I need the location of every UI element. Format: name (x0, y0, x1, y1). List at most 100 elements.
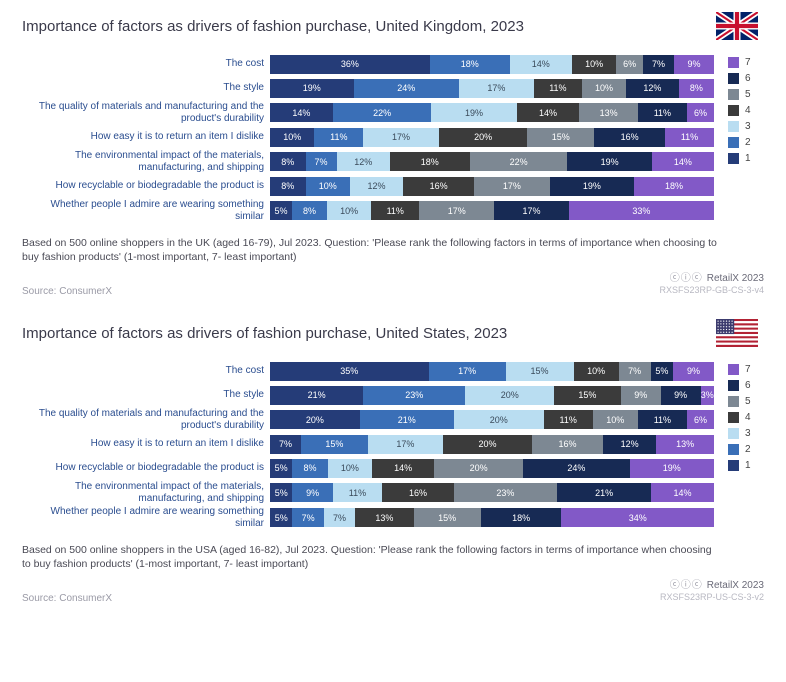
bar-segment: 13% (656, 435, 714, 454)
row-label: The style (22, 389, 270, 401)
bar-segment: 23% (454, 483, 557, 502)
row-label: The environmental impact of the material… (22, 150, 270, 173)
legend-swatch (728, 412, 739, 423)
row-label: The cost (22, 365, 270, 377)
legend-item: 4 (728, 105, 764, 116)
legend-swatch (728, 105, 739, 116)
legend-item: 1 (728, 460, 764, 471)
stacked-bar: 7%15%17%20%16%12%13% (270, 435, 714, 454)
bar-segment: 33% (569, 201, 714, 220)
legend-swatch (728, 428, 739, 439)
stacked-bar: 35%17%15%10%7%5%9% (270, 362, 714, 381)
cc-icon: ⓒⓘⓒ (670, 579, 703, 592)
bar-segment: 14% (651, 483, 714, 502)
legend-swatch (728, 89, 739, 100)
chart-row: The cost36%18%14%10%6%7%9% (22, 53, 714, 75)
row-label: The quality of materials and manufacturi… (22, 408, 270, 431)
attribution: ⓒⓘⓒRetailX 2023RXSFS23RP-GB-CS-3-v4 (659, 272, 764, 297)
legend-item: 4 (728, 412, 764, 423)
bar-segment: 17% (474, 177, 549, 196)
attribution: ⓒⓘⓒRetailX 2023RXSFS23RP-US-CS-3-v2 (660, 579, 764, 604)
bar-segment: 18% (430, 55, 510, 74)
bar-segment: 11% (638, 410, 687, 429)
bar-segment: 19% (431, 103, 516, 122)
legend-label: 3 (745, 121, 751, 132)
legend-label: 1 (745, 153, 751, 164)
bar-segment: 18% (481, 508, 562, 527)
bar-segment: 11% (665, 128, 714, 147)
legend-label: 4 (745, 412, 751, 423)
bar-segment: 19% (550, 177, 634, 196)
chart-body: The cost35%17%15%10%7%5%9%The style21%23… (22, 360, 764, 531)
bar-segment: 10% (574, 362, 619, 381)
source-label: Source: ConsumerX (22, 286, 112, 297)
bar-segment: 19% (630, 459, 714, 478)
uk-flag-icon (716, 12, 758, 40)
legend-label: 7 (745, 57, 751, 68)
bar-segment: 16% (403, 177, 474, 196)
legend-label: 5 (745, 396, 751, 407)
legend-item: 7 (728, 57, 764, 68)
bar-segment: 24% (354, 79, 460, 98)
bar-segment: 20% (454, 410, 544, 429)
bar-segment: 17% (368, 435, 443, 454)
rows-area: The cost36%18%14%10%6%7%9%The style19%24… (22, 53, 714, 224)
bar-segment: 7% (619, 362, 651, 381)
bar-segment: 6% (687, 103, 714, 122)
stacked-bar: 8%7%12%18%22%19%14% (270, 152, 714, 171)
legend-item: 5 (728, 396, 764, 407)
chart-row: How easy it is to return an item I disli… (22, 126, 714, 148)
legend-label: 5 (745, 89, 751, 100)
bar-segment: 17% (419, 201, 494, 220)
bar-segment: 14% (652, 152, 714, 171)
bar-segment: 11% (333, 483, 382, 502)
bar-segment: 7% (324, 508, 355, 527)
bar-segment: 11% (314, 128, 363, 147)
chart-row: How easy it is to return an item I disli… (22, 433, 714, 455)
bar-segment: 16% (594, 128, 665, 147)
bar-segment: 13% (355, 508, 413, 527)
row-label: Whether people I admire are wearing some… (22, 506, 270, 529)
bar-segment: 18% (390, 152, 470, 171)
chart-row: The cost35%17%15%10%7%5%9% (22, 360, 714, 382)
bar-segment: 5% (270, 508, 292, 527)
legend-item: 2 (728, 444, 764, 455)
bar-segment: 17% (363, 128, 438, 147)
footnote: Based on 500 online shoppers in the USA … (22, 543, 722, 571)
bar-segment: 5% (270, 201, 292, 220)
legend-item: 5 (728, 89, 764, 100)
bar-segment: 10% (582, 79, 626, 98)
brand-label: RetailX 2023 (707, 273, 764, 284)
legend-label: 6 (745, 73, 751, 84)
bar-segment: 15% (414, 508, 481, 527)
rows-area: The cost35%17%15%10%7%5%9%The style21%23… (22, 360, 714, 531)
bar-segment: 34% (561, 508, 713, 527)
bar-segment: 10% (306, 177, 350, 196)
chart-row: The environmental impact of the material… (22, 481, 714, 504)
row-label: The cost (22, 58, 270, 70)
chart-row: How recyclable or biodegradable the prod… (22, 175, 714, 197)
legend-item: 6 (728, 73, 764, 84)
bar-segment: 9% (621, 386, 661, 405)
legend-label: 6 (745, 380, 751, 391)
bar-segment: 11% (371, 201, 419, 220)
chart-body: The cost36%18%14%10%6%7%9%The style19%24… (22, 53, 764, 224)
stacked-bar: 10%11%17%20%15%16%11% (270, 128, 714, 147)
bar-segment: 6% (687, 410, 714, 429)
legend-swatch (728, 121, 739, 132)
stacked-bar: 5%9%11%16%23%21%14% (270, 483, 714, 502)
bar-segment: 19% (270, 79, 354, 98)
chart-row: Whether people I admire are wearing some… (22, 506, 714, 529)
bar-segment: 13% (579, 103, 637, 122)
chart-panel: Importance of factors as drivers of fash… (0, 0, 786, 307)
bar-segment: 15% (554, 386, 621, 405)
bar-segment: 5% (651, 362, 674, 381)
stacked-bar: 5%8%10%14%20%24%19% (270, 459, 714, 478)
chart-row: The style19%24%17%11%10%12%8% (22, 77, 714, 99)
bar-segment: 14% (270, 103, 333, 122)
chart-row: The quality of materials and manufacturi… (22, 101, 714, 124)
bar-segment: 35% (270, 362, 429, 381)
bar-segment: 23% (363, 386, 465, 405)
legend-item: 6 (728, 380, 764, 391)
bar-segment: 12% (337, 152, 390, 171)
